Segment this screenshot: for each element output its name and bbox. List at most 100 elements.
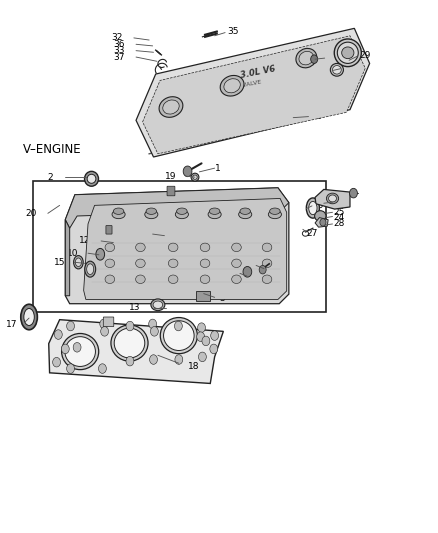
Ellipse shape (224, 79, 240, 93)
Ellipse shape (21, 304, 37, 330)
Text: 20: 20 (25, 209, 36, 218)
Ellipse shape (268, 210, 282, 219)
Ellipse shape (220, 76, 244, 96)
Ellipse shape (163, 100, 179, 114)
Ellipse shape (85, 261, 95, 277)
Polygon shape (84, 198, 287, 300)
Circle shape (197, 332, 205, 342)
Ellipse shape (337, 42, 358, 63)
Text: 4: 4 (133, 230, 138, 239)
Ellipse shape (232, 259, 241, 268)
Polygon shape (143, 36, 365, 154)
Ellipse shape (87, 174, 96, 183)
Ellipse shape (136, 275, 145, 284)
Circle shape (150, 327, 158, 336)
Ellipse shape (299, 51, 314, 65)
Ellipse shape (240, 208, 251, 214)
Ellipse shape (24, 309, 34, 326)
Circle shape (350, 188, 357, 198)
Ellipse shape (153, 301, 162, 309)
Text: 37: 37 (113, 53, 125, 61)
Text: 17: 17 (6, 320, 17, 329)
Text: 25: 25 (334, 208, 345, 217)
Ellipse shape (151, 299, 165, 311)
Text: 23: 23 (312, 201, 323, 211)
Polygon shape (65, 188, 289, 304)
Ellipse shape (111, 325, 148, 361)
FancyBboxPatch shape (196, 292, 210, 301)
Text: 31: 31 (311, 112, 322, 121)
Text: 19: 19 (165, 172, 176, 181)
Ellipse shape (306, 198, 319, 218)
Ellipse shape (208, 210, 221, 219)
Text: 24 VALVE: 24 VALVE (233, 79, 262, 90)
Text: 34: 34 (326, 54, 337, 62)
Circle shape (149, 319, 156, 329)
Ellipse shape (209, 208, 220, 214)
Circle shape (202, 336, 210, 346)
Text: 18: 18 (187, 362, 199, 371)
Text: 29: 29 (360, 52, 371, 60)
FancyBboxPatch shape (106, 225, 112, 234)
Ellipse shape (262, 243, 272, 252)
Text: 36: 36 (113, 40, 125, 49)
Text: 30: 30 (340, 64, 352, 73)
Text: 15: 15 (54, 258, 65, 266)
Circle shape (54, 330, 62, 340)
Ellipse shape (105, 275, 115, 284)
Circle shape (243, 266, 252, 277)
Text: 33: 33 (113, 46, 125, 55)
Ellipse shape (62, 334, 99, 369)
Text: 3.0L V6: 3.0L V6 (240, 64, 276, 80)
Text: 26: 26 (334, 198, 345, 207)
Text: 12: 12 (79, 237, 90, 246)
Ellipse shape (136, 259, 145, 268)
Text: 22: 22 (250, 273, 261, 281)
Text: 10: 10 (67, 249, 78, 258)
Ellipse shape (232, 243, 241, 252)
FancyBboxPatch shape (33, 181, 326, 312)
Ellipse shape (200, 275, 210, 284)
Text: 13: 13 (129, 303, 141, 312)
Text: 2: 2 (47, 173, 53, 182)
Ellipse shape (168, 259, 178, 268)
Ellipse shape (105, 243, 115, 252)
Ellipse shape (200, 243, 210, 252)
Ellipse shape (112, 210, 125, 219)
Text: 35: 35 (227, 27, 238, 36)
Ellipse shape (342, 47, 354, 59)
Ellipse shape (136, 243, 145, 252)
Ellipse shape (328, 195, 336, 202)
Circle shape (183, 166, 192, 176)
Ellipse shape (200, 259, 210, 268)
Ellipse shape (75, 258, 81, 266)
Text: 32: 32 (112, 34, 123, 43)
Ellipse shape (309, 201, 317, 215)
Ellipse shape (145, 210, 158, 219)
Circle shape (320, 219, 326, 226)
Circle shape (198, 323, 205, 333)
Ellipse shape (232, 275, 241, 284)
Ellipse shape (326, 193, 339, 204)
Circle shape (311, 55, 318, 63)
Ellipse shape (168, 243, 178, 252)
Ellipse shape (296, 49, 317, 68)
Ellipse shape (330, 63, 343, 76)
Circle shape (53, 358, 60, 367)
Ellipse shape (262, 259, 272, 268)
Circle shape (99, 364, 106, 373)
Ellipse shape (87, 264, 94, 274)
Text: 27: 27 (306, 229, 318, 238)
Ellipse shape (193, 175, 197, 179)
Ellipse shape (177, 208, 187, 214)
Ellipse shape (96, 248, 105, 260)
Ellipse shape (332, 66, 341, 74)
Text: 28: 28 (334, 220, 345, 229)
Circle shape (126, 357, 134, 366)
Ellipse shape (114, 328, 145, 358)
Ellipse shape (163, 321, 194, 351)
Ellipse shape (74, 256, 83, 269)
Circle shape (175, 355, 183, 365)
Ellipse shape (85, 171, 99, 186)
Ellipse shape (334, 39, 361, 67)
